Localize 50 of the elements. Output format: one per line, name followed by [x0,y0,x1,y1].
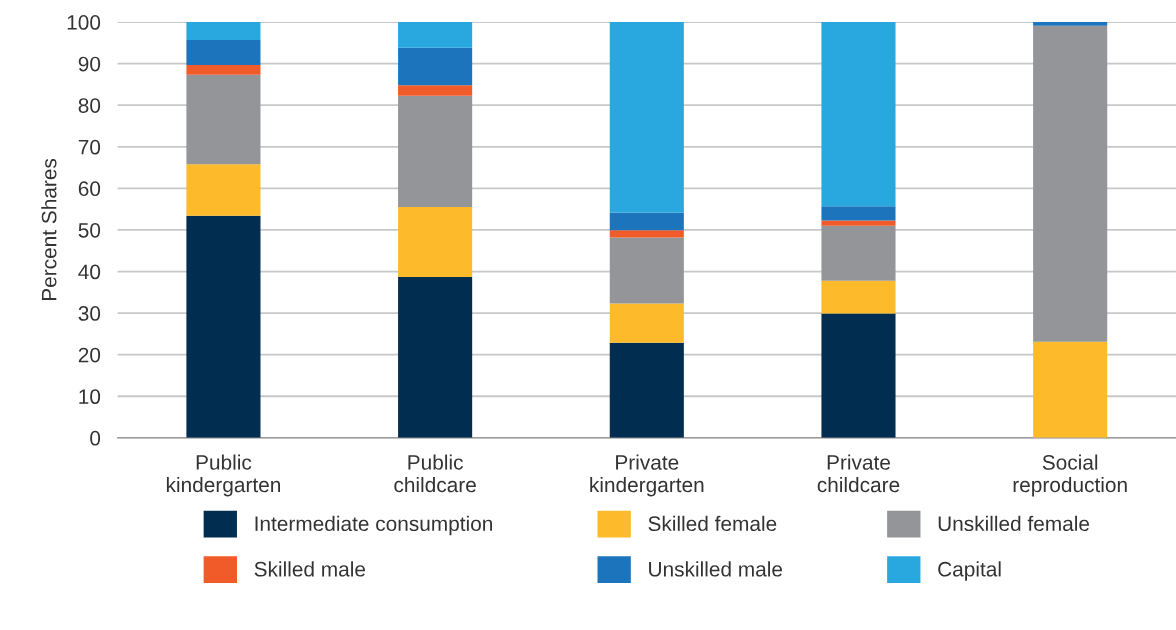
bar [609,212,684,231]
bar [1033,22,1108,26]
legend-label: Unskilled female [938,515,1090,532]
legend-label: Unskilled male [649,561,783,577]
legend-label: Skilled male [254,561,366,577]
y-tick-label: 100 [67,15,101,30]
x-tick-label: Public kindergarten [166,454,280,497]
bar [821,280,896,314]
bar [398,22,473,48]
bar [821,206,896,221]
x-tick-label: Public childcare [394,454,476,493]
bar [398,276,473,438]
y-tick-label: 20 [78,347,101,363]
bar [821,22,896,207]
y-axis-title: Percent Shares [41,158,57,301]
bar [609,237,684,304]
bar [398,207,473,277]
x-tick-label: Private kindergarten [590,454,704,497]
y-tick-label: 50 [78,222,101,238]
y-tick-label: 10 [79,389,101,405]
bar [609,342,684,438]
y-tick-label: 30 [78,306,101,321]
y-tick-label: 60 [78,181,101,197]
bar [821,220,896,226]
bar [609,230,684,238]
legend-label: Capital [938,561,1001,581]
y-tick-label: 80 [78,98,101,113]
x-tick-label: Social reproduction [1013,454,1127,497]
y-tick-label: 70 [78,139,101,155]
y-tick-label: 90 [78,56,101,72]
bar [186,164,261,216]
legend-label: Intermediate consumption [255,515,492,536]
bar [609,22,684,213]
bar [186,64,261,75]
bar [821,313,896,438]
legend-label: Skilled female [648,515,777,532]
bar [609,303,684,343]
bar [186,22,261,40]
bar [186,74,261,165]
y-tick-label: 40 [78,264,101,280]
bar [398,47,473,86]
bar [1033,341,1108,438]
bar [398,95,473,208]
bar [186,39,261,65]
bar [398,85,473,96]
x-tick-label: Private childcare [817,454,900,493]
y-tick-label: 0 [90,430,101,446]
bar [186,215,261,438]
bar [821,225,896,281]
bar [1033,25,1108,342]
